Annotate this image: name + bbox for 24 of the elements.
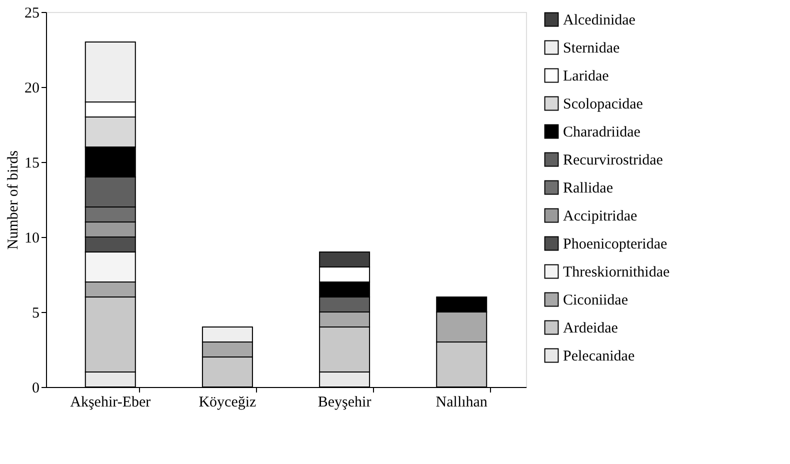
- y-tick-label: 5: [32, 306, 40, 322]
- legend-label: Alcedinidae: [563, 12, 636, 28]
- legend-label: Sternidae: [563, 40, 620, 56]
- legend-label: Recurvirostridae: [563, 152, 664, 168]
- legend-label: Accipitridae: [563, 208, 638, 224]
- y-tick-label: 10: [24, 230, 40, 246]
- legend-label: Charadriidae: [563, 124, 641, 140]
- legend-label: Pelecanidae: [563, 348, 635, 364]
- legend-label: Threskiornithidae: [563, 264, 670, 280]
- legend-label: Phoenicopteridae: [563, 236, 668, 252]
- legend-label: Rallidae: [563, 180, 614, 196]
- legend-label: Scolopacidae: [563, 96, 644, 112]
- x-tick-label: Beyşehir: [318, 394, 372, 410]
- x-tick-label: Nallıhan: [436, 394, 488, 410]
- legend-label: Ciconiidae: [563, 292, 628, 308]
- legend-label: Ardeidae: [563, 320, 618, 336]
- legend-label: Laridae: [563, 68, 610, 84]
- y-tick-label: 25: [24, 6, 40, 22]
- y-axis-title: Number of birds: [6, 150, 22, 250]
- y-tick-label: 0: [32, 380, 40, 396]
- y-tick-label: 20: [24, 80, 40, 96]
- y-tick-label: 15: [24, 156, 40, 172]
- x-tick-label: Köyceğiz: [198, 394, 257, 410]
- x-tick-label: Akşehir-Eber: [70, 394, 151, 410]
